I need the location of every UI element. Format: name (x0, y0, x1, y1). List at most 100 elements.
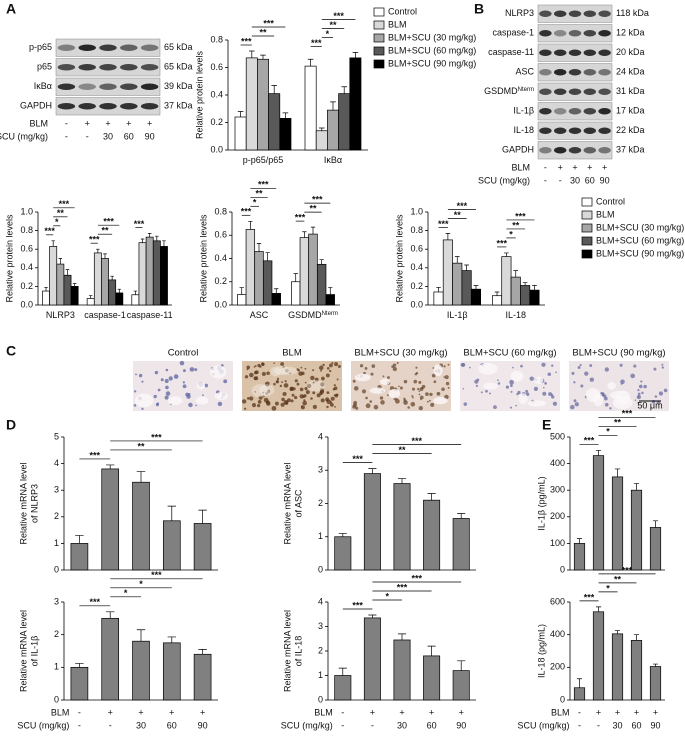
alveolus (210, 365, 227, 379)
tissue-cell (413, 379, 418, 384)
tissue-cell (325, 373, 330, 378)
error-bar (310, 226, 316, 235)
tissue-cell (182, 381, 185, 384)
panel-letter: D (6, 417, 16, 433)
tissue-cell (153, 394, 157, 399)
tissue-cell (365, 396, 368, 400)
bar (630, 489, 643, 571)
tissue-cell (580, 384, 584, 388)
blot-band (598, 30, 611, 37)
y-tick-label: 1 (54, 662, 59, 672)
bar (470, 288, 482, 306)
tissue-cell (609, 407, 612, 410)
y-tick-label: 2 (318, 645, 323, 655)
legend-swatch (581, 223, 593, 233)
tissue-cell (257, 400, 262, 404)
blot-band (120, 44, 138, 51)
tissue-cell (661, 363, 664, 366)
alveolus (616, 390, 631, 405)
treatment-value: + (429, 707, 434, 717)
treatment-value: + (147, 118, 152, 128)
blot-label-text: p-p65 (29, 42, 52, 52)
significance-label: *** (496, 238, 507, 248)
tissue-cell (462, 387, 465, 390)
tissue-cell (475, 384, 478, 387)
bar (101, 468, 120, 571)
y-tick-label: 0.8 (410, 225, 423, 235)
bar (393, 639, 411, 701)
tissue-cell (319, 389, 325, 395)
alveolus (527, 400, 547, 407)
blot-band (539, 88, 552, 95)
bar (592, 611, 605, 701)
tissue-cell (301, 371, 305, 376)
blot-band (120, 64, 138, 71)
treatment-value: + (615, 707, 620, 717)
y-tick-label: 0 (560, 564, 565, 574)
tissue-cell (497, 382, 501, 385)
tissue-cell (322, 363, 325, 367)
treatment-value: 90 (650, 720, 660, 730)
tissue-cell (547, 372, 552, 377)
tissue-cell (276, 377, 280, 380)
significance-label: ** (259, 27, 267, 37)
bar (93, 252, 102, 306)
legend-swatch (581, 197, 593, 207)
significance-label: ** (614, 418, 622, 428)
treatment-value: 30 (103, 131, 113, 141)
legend-swatch (373, 7, 385, 17)
alveolus (195, 396, 209, 405)
treatment-value: - (597, 720, 600, 730)
blot-band (553, 30, 567, 37)
tissue-cell (418, 405, 423, 411)
micrograph-label: BLM+SCU (30 mg/kg) (354, 348, 447, 359)
tissue-cell (244, 375, 249, 379)
tissue-cell (290, 399, 294, 403)
tissue-cell (253, 376, 258, 381)
bar (271, 293, 281, 306)
blot-label-text: GSDMD (484, 86, 518, 96)
tissue-cell (282, 366, 285, 369)
y-tick-label: 4 (318, 596, 323, 606)
tissue-cell (525, 392, 530, 396)
error-bar (633, 634, 640, 641)
tissue-cell (620, 383, 623, 385)
tissue-cell (141, 407, 144, 410)
tissue-cell (312, 404, 317, 409)
error-bar (75, 663, 84, 668)
bar (291, 281, 301, 306)
error-bar (368, 614, 377, 618)
y-tick-label: 0 (54, 564, 59, 574)
tissue-cell (202, 394, 204, 396)
blot-band (539, 30, 552, 37)
error-bar (65, 269, 70, 276)
legend-label: Control (596, 196, 625, 206)
tissue-cell (194, 368, 198, 372)
error-bar (136, 629, 146, 642)
bar (630, 640, 643, 701)
tissue-cell (326, 405, 329, 409)
tissue-cell (418, 393, 421, 396)
alveolus (196, 382, 206, 390)
error-bar (302, 231, 307, 238)
bar (573, 687, 586, 701)
tissue-cell (141, 380, 144, 383)
bar (452, 518, 470, 571)
tissue-cell (410, 401, 416, 407)
tissue-cell (379, 396, 384, 400)
alveolus (433, 364, 443, 377)
treatment-value: + (108, 707, 113, 717)
tissue-cell (418, 390, 421, 392)
tissue-cell (165, 385, 169, 390)
tissue-cell (312, 391, 316, 395)
bar (101, 617, 120, 701)
tissue-cell (445, 381, 450, 386)
significance-label: ** (398, 445, 406, 455)
tissue-cell (619, 363, 623, 367)
bar (108, 279, 117, 306)
treatment-value: 30 (397, 720, 407, 730)
y-tick-label: 0 (318, 564, 323, 574)
tissue-cell (321, 376, 325, 381)
treatment-value: 90 (145, 131, 155, 141)
blot-band (57, 44, 76, 51)
